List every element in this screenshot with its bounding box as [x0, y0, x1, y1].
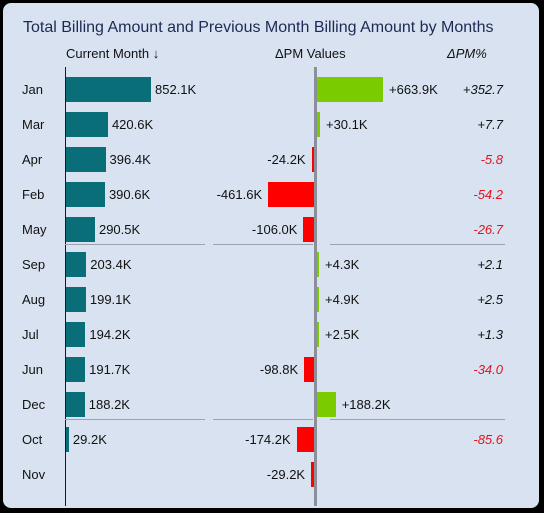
- month-label: Sep: [22, 256, 46, 272]
- pm-value-label: -29.2K: [266, 466, 306, 482]
- pm-value-bar[interactable]: [311, 462, 314, 487]
- pm-value-bar[interactable]: [268, 182, 314, 207]
- month-label: Aug: [22, 291, 46, 307]
- current-month-value: 29.2K: [72, 431, 107, 447]
- pm-value-bar[interactable]: [303, 217, 314, 242]
- current-month-bar[interactable]: [66, 252, 87, 277]
- month-label: May: [22, 221, 47, 237]
- current-month-bar[interactable]: [66, 182, 105, 207]
- pm-value-label: +188.2K: [341, 396, 391, 412]
- pm-value-label: -24.2K: [267, 151, 306, 167]
- group-separator: [65, 419, 205, 420]
- pm-percent-value: +1.3: [477, 326, 503, 342]
- pm-value-label: +663.9K: [389, 81, 438, 97]
- current-month-axis: [65, 67, 66, 506]
- pm-value-label: -106.0K: [251, 221, 298, 237]
- current-month-value: 199.1K: [89, 291, 132, 307]
- current-month-bar[interactable]: [66, 112, 108, 137]
- pm-value-bar[interactable]: [317, 392, 336, 417]
- pm-percent-value: +2.1: [477, 256, 503, 272]
- pm-value-label: +30.1K: [325, 116, 368, 132]
- pm-value-bar[interactable]: [304, 357, 314, 382]
- pm-value-bar[interactable]: [311, 147, 314, 172]
- pm-value-label: -98.8K: [259, 361, 299, 377]
- month-label: Dec: [22, 396, 46, 412]
- pm-value-label: +2.5K: [325, 326, 360, 342]
- group-separator: [213, 244, 313, 245]
- pm-value-label: -174.2K: [245, 431, 291, 447]
- current-month-header[interactable]: Current Month ↓: [66, 46, 160, 61]
- pm-percent-value: +352.7: [462, 81, 503, 97]
- group-separator: [65, 244, 205, 245]
- pm-percent-value: -34.0: [473, 361, 503, 377]
- pm-value-bar[interactable]: [317, 322, 319, 347]
- current-month-value: 191.7K: [89, 361, 131, 377]
- month-label: Jul: [22, 326, 39, 342]
- pm-value-bar[interactable]: [317, 77, 383, 102]
- group-separator: [213, 419, 313, 420]
- current-month-bar[interactable]: [66, 217, 95, 242]
- month-label: Nov: [22, 466, 46, 482]
- current-month-value: 396.4K: [109, 151, 151, 167]
- current-month-value: 203.4K: [90, 256, 132, 272]
- month-label: Apr: [22, 151, 43, 167]
- current-month-value: 420.6K: [111, 116, 154, 132]
- month-label: Jan: [22, 81, 43, 97]
- pm-values-header[interactable]: ΔPM Values: [275, 46, 346, 61]
- month-label: Mar: [22, 116, 45, 132]
- current-month-bar[interactable]: [66, 77, 151, 102]
- current-month-value: 194.2K: [89, 326, 131, 342]
- group-separator: [330, 244, 505, 245]
- current-month-value: 852.1K: [155, 81, 197, 97]
- pm-value-label: +4.3K: [325, 256, 360, 272]
- chart-title: Total Billing Amount and Previous Month …: [23, 19, 494, 36]
- pm-value-bar[interactable]: [317, 112, 320, 137]
- month-label: Feb: [22, 186, 45, 202]
- pm-percent-value: -5.8: [480, 151, 503, 167]
- current-month-bar[interactable]: [66, 287, 86, 312]
- pm-value-bar[interactable]: [296, 427, 314, 452]
- current-month-bar[interactable]: [66, 322, 86, 347]
- pm-value-bar[interactable]: [317, 252, 319, 277]
- current-month-value: 290.5K: [98, 221, 141, 237]
- pm-value-label: +4.9K: [325, 291, 360, 307]
- pm-value-bar[interactable]: [317, 287, 319, 312]
- current-month-bar[interactable]: [66, 427, 69, 452]
- pm-percent-value: -85.6: [473, 431, 503, 447]
- pm-percent-value: +2.5: [477, 291, 503, 307]
- current-month-value: 390.6K: [108, 186, 151, 202]
- pm-percent-value: +7.7: [477, 116, 503, 132]
- pm-values-axis: [314, 67, 317, 506]
- chart-card: Total Billing Amount and Previous Month …: [3, 3, 539, 508]
- month-label: Jun: [22, 361, 43, 377]
- pm-percent-value: -54.2: [473, 186, 503, 202]
- pm-percent-header[interactable]: ΔPM%: [447, 46, 487, 61]
- current-month-bar[interactable]: [66, 392, 85, 417]
- pm-value-label: -461.6K: [216, 186, 263, 202]
- month-label: Oct: [22, 431, 43, 447]
- pm-percent-value: -26.7: [473, 221, 503, 237]
- group-separator: [330, 419, 505, 420]
- current-month-value: 188.2K: [88, 396, 130, 412]
- current-month-bar[interactable]: [66, 147, 106, 172]
- current-month-bar[interactable]: [66, 357, 86, 382]
